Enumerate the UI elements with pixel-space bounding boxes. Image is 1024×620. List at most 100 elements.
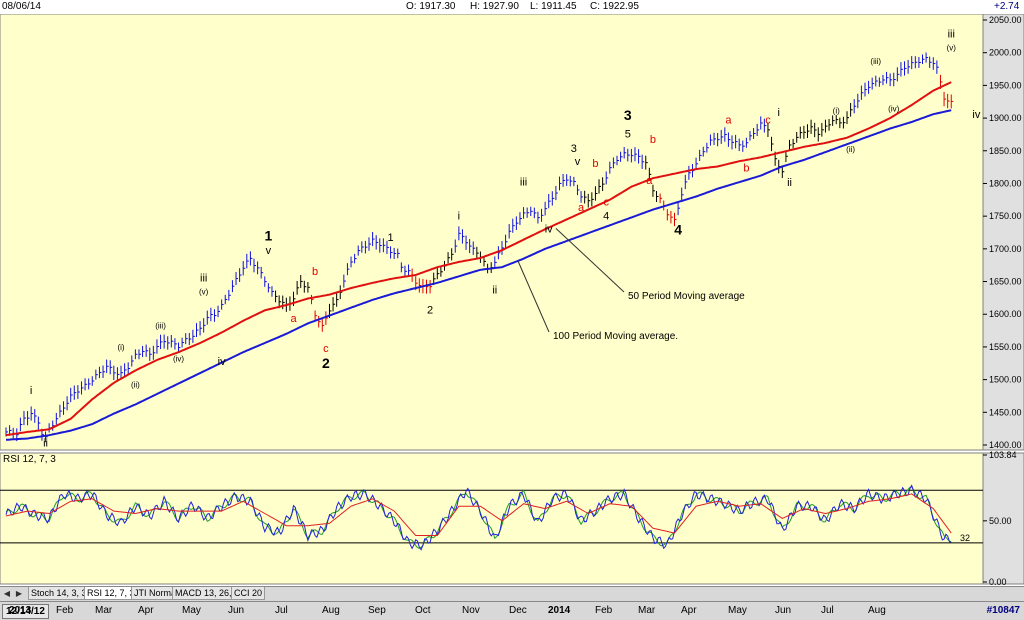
wave-label: b [592, 158, 598, 170]
tab-scroll-right-icon[interactable]: ▶ [15, 589, 23, 598]
wave-label: (iv) [888, 105, 899, 114]
month-label: Aug [322, 605, 340, 616]
tab-rsi[interactable]: RSI 12, 7, 3 [84, 587, 138, 600]
wave-label: i [30, 385, 32, 397]
price-tick-label: 2000.00 [989, 48, 1022, 58]
month-label: 2013 [9, 605, 32, 616]
rsi-panel-bg [0, 452, 984, 585]
month-label: Jul [821, 605, 834, 616]
price-tick-label: 1950.00 [989, 80, 1022, 90]
wave-label: (ii) [131, 380, 140, 389]
tab-cci[interactable]: CCI 20 [231, 587, 266, 600]
month-label: 2014 [548, 605, 571, 616]
rsi-title: RSI 12, 7, 3 [3, 454, 56, 465]
wave-label: (ii) [846, 145, 855, 154]
wave-label: 2 [427, 305, 433, 317]
month-label: Feb [56, 605, 74, 616]
rsi-plot: 32 [0, 484, 983, 551]
ma50-arrow-line [555, 227, 625, 293]
wave-label: v [266, 245, 272, 257]
quote-low: L: 1911.45 [530, 1, 577, 12]
ma50-line [5, 81, 952, 437]
wave-label: (i) [833, 107, 840, 116]
wave-label: (iii) [155, 322, 166, 331]
wave-label: iv [545, 224, 553, 236]
ma100-annotation: 100 Period Moving average. [553, 331, 678, 342]
wave-label: iii [948, 29, 955, 41]
price-tick-label: 1800.00 [989, 178, 1022, 188]
tab-stoch[interactable]: Stoch 14, 3, 3 [28, 587, 90, 600]
rsi-axis-bg [982, 452, 1024, 585]
ma100-arrow-line [517, 261, 550, 333]
price-plot: iii(i)(ii)(iii)(iv)iii(v)iv1vabc212iiiii… [5, 29, 981, 449]
wave-label: ii [787, 177, 792, 189]
date-navigator: 12/14/12 #10847 2013 Feb Mar Apr May Jun Jul Au… [0, 601, 1024, 620]
quote-date: 08/06/14 [2, 1, 41, 12]
wave-label: 4 [603, 210, 609, 222]
wave-label: a [646, 175, 653, 187]
month-label: Jun [228, 605, 245, 616]
ma50-annotation: 50 Period Moving average [628, 291, 745, 302]
price-tick-label: 1500.00 [989, 375, 1022, 385]
wave-label: 2 [322, 355, 330, 371]
price-tick-label: 1600.00 [989, 309, 1022, 319]
price-tick-label: 1550.00 [989, 342, 1022, 352]
rsi-signal-line [5, 493, 952, 536]
price-axis-bg [982, 14, 1024, 451]
price-tick-label: 1900.00 [989, 113, 1022, 123]
wave-label: 3 [624, 107, 632, 123]
wave-label: c [603, 197, 609, 209]
month-label: Feb [595, 605, 613, 616]
price-tick-label: 2050.00 [989, 15, 1022, 25]
price-tick-label: 1850.00 [989, 146, 1022, 156]
month-label: May [728, 605, 747, 616]
month-label: Sep [368, 605, 386, 616]
month-label: May [182, 605, 201, 616]
wave-label: (iv) [173, 354, 184, 363]
wave-label: iii [520, 176, 527, 188]
wave-label: v [575, 156, 581, 168]
price-tick-label: 1400.00 [989, 440, 1022, 450]
chart-area[interactable]: iii(i)(ii)(iii)(iv)iii(v)iv1vabc212iiiii… [0, 14, 1024, 586]
wave-label: (i) [117, 343, 124, 352]
wave-label: a [725, 114, 732, 126]
wave-label: b [650, 134, 656, 146]
month-label: Nov [462, 605, 480, 616]
price-tick-label: 1750.00 [989, 211, 1022, 221]
wave-label: (iii) [870, 57, 881, 66]
wave-label: 1 [264, 227, 272, 243]
month-label: Apr [681, 605, 697, 616]
rsi-tick-label: 0.00 [989, 577, 1007, 586]
month-label: Aug [868, 605, 886, 616]
rsi-tick-label: 50.00 [989, 516, 1012, 526]
wave-label: (v) [199, 288, 209, 297]
wave-label: b [743, 163, 749, 175]
wave-label: (v) [947, 44, 957, 53]
tab-scroll-left-icon[interactable]: ◀ [3, 589, 11, 598]
month-label: Jun [775, 605, 792, 616]
wave-label: iv [218, 356, 226, 368]
quote-change: +2.74 [994, 1, 1020, 12]
price-tick-label: 1700.00 [989, 244, 1022, 254]
wave-label: ii [492, 284, 497, 296]
wave-label: b [312, 266, 318, 278]
month-label: Jul [275, 605, 288, 616]
wave-label: iii [200, 273, 207, 285]
wave-label: i [778, 107, 780, 119]
rsi-tick-label: 103.84 [989, 450, 1017, 460]
quote-open: O: 1917.30 [406, 1, 456, 12]
quote-close: C: 1922.95 [590, 1, 639, 12]
month-label: Oct [415, 605, 431, 616]
wave-label: ii [43, 437, 48, 449]
record-count: #10847 [986, 605, 1020, 616]
wave-label: iv [972, 109, 980, 121]
price-panel-bg [0, 14, 984, 451]
wave-label: 5 [625, 129, 631, 141]
ma100-line [5, 109, 952, 441]
month-label: Mar [95, 605, 113, 616]
wave-label: c [765, 114, 771, 126]
chart-axes: 2050.00 2000.00 1950.00 1900.00 1850.00 1800.… [983, 15, 1022, 586]
month-label: Mar [638, 605, 656, 616]
wave-label: 3 [571, 143, 577, 155]
wave-label: a [578, 202, 585, 214]
